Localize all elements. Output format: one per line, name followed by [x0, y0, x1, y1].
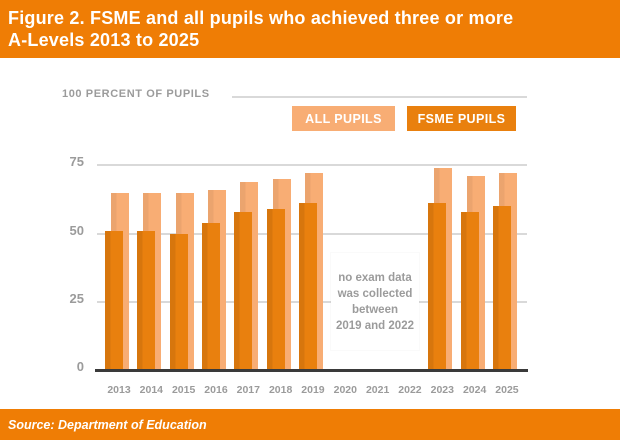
x-tick-2014: 2014 [139, 384, 163, 396]
source-banner: Source: Department of Education [0, 409, 620, 440]
x-axis-baseline [95, 369, 528, 372]
bar-fsme-pupils-2019 [298, 203, 317, 370]
gridline-100 [232, 96, 527, 98]
legend-all-pupils: ALL PUPILS [292, 106, 395, 131]
y-tick-0: 0 [76, 359, 84, 374]
source-text: Source: Department of Education [8, 417, 207, 432]
x-tick-2023: 2023 [430, 384, 454, 396]
note-line: 2019 and 2022 [335, 319, 414, 332]
bar-fsme-pupils-2015 [169, 233, 188, 370]
figure-title-line-2: A-Levels 2013 to 2025 [8, 30, 200, 50]
x-tick-2015: 2015 [171, 384, 196, 396]
bar-fsme-pupils-2014 [137, 230, 156, 370]
x-tick-2020: 2020 [333, 384, 357, 396]
bar-fsme-pupils-2024 [460, 211, 479, 370]
bar-fsme-pupils-2018 [266, 208, 285, 370]
x-tick-2016: 2016 [204, 384, 228, 396]
title-banner: Figure 2. FSME and all pupils who achiev… [0, 0, 620, 58]
x-tick-2024: 2024 [462, 384, 487, 396]
bar-fsme-pupils-2013 [105, 230, 123, 370]
note-line: between [351, 303, 398, 316]
x-tick-2019: 2019 [301, 384, 325, 396]
x-tick-2021: 2021 [365, 384, 390, 396]
x-tick-2017: 2017 [236, 384, 260, 396]
legend-fsme-pupils: FSME PUPILS [407, 106, 516, 131]
y-tick-25: 25 [69, 290, 84, 306]
x-tick-2018: 2018 [268, 384, 293, 396]
note-line: no exam data [338, 271, 412, 284]
y-axis-top-label: 100 PERCENT OF PUPILS [62, 88, 210, 100]
bar-fsme-pupils-2025 [492, 206, 511, 370]
bar-fsme-pupils-2017 [234, 211, 253, 370]
gridline-75 [97, 164, 527, 167]
y-tick-50: 50 [69, 222, 84, 238]
figure-title-line-1: Figure 2. FSME and all pupils who achiev… [8, 8, 514, 28]
x-tick-2013: 2013 [107, 384, 131, 396]
x-tick-2025: 2025 [495, 384, 519, 396]
note-line: was collected [337, 287, 413, 300]
bar-fsme-pupils-2023 [428, 203, 447, 370]
x-tick-2022: 2022 [398, 384, 422, 396]
no-data-note: no exam data was collected between 2019 … [331, 253, 419, 350]
bar-fsme-pupils-2016 [201, 222, 220, 370]
y-tick-75: 75 [69, 154, 84, 170]
